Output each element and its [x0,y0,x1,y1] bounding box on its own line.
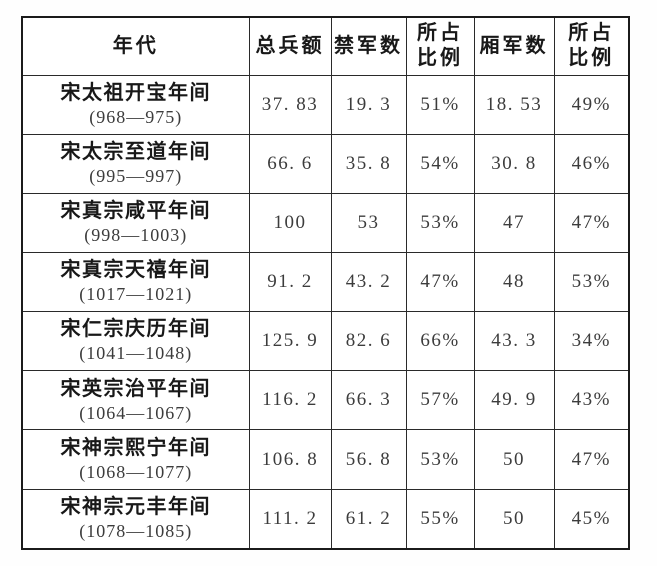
xiangjun-cell: 18. 53 [473,74,555,135]
col-header-xiang-pct: 所占 比例 [553,16,630,76]
era-cell: 宋真宗咸平年间 (998—1003) [21,192,250,253]
table-row: 宋真宗咸平年间 (998—1003) 100 53 53% 47 47% [21,192,630,253]
era-name: 宋真宗天禧年间 [60,259,211,282]
table-row: 宋真宗天禧年间 (1017—1021) 91. 2 43. 2 47% 48 53… [21,251,630,313]
xiang-pct-cell: 49% [553,74,630,135]
xiangjun-cell: 48 [473,251,555,313]
col-header-jinjun: 禁军数 [330,16,407,76]
xiang-pct-cell: 47% [553,429,630,490]
total-cell: 37. 83 [248,74,332,135]
era-name: 宋仁宗庆历年间 [60,318,211,341]
total-cell: 66. 6 [248,133,332,194]
era-years: (1041—1048) [79,343,193,364]
col-header-jin-pct-line2: 比例 [417,47,463,70]
army-strength-table: 年代 总兵额 禁军数 所占 比例 厢军数 所占 比例 宋太祖开宝年间 (968—975… [21,16,630,550]
xiang-pct-cell: 53% [553,251,630,313]
xiangjun-cell: 43. 3 [473,311,555,372]
table-row: 宋仁宗庆历年间 (1041—1048) 125. 9 82. 6 66% 43. … [21,311,630,372]
col-header-jinjun-label: 禁军数 [334,34,403,57]
era-cell: 宋仁宗庆历年间 (1041—1048) [21,311,250,372]
jinjun-cell: 43. 2 [330,251,407,313]
table-row: 宋太宗至道年间 (995—997) 66. 6 35. 8 54% 30. 8 4… [21,133,630,194]
jinjun-cell: 61. 2 [330,488,407,550]
col-header-total: 总兵额 [248,16,332,76]
jin-pct-cell: 53% [405,429,475,490]
era-years: (1017—1021) [79,284,193,305]
jin-pct-cell: 54% [405,133,475,194]
jin-pct-cell: 53% [405,192,475,253]
jin-pct-cell: 57% [405,370,475,431]
total-cell: 100 [248,192,332,253]
xiangjun-cell: 50 [473,429,555,490]
col-header-xiangjun-label: 厢军数 [479,34,549,57]
xiangjun-cell: 50 [473,488,555,550]
jin-pct-cell: 66% [405,311,475,372]
era-name: 宋太祖开宝年间 [60,81,211,104]
era-name: 宋神宗熙宁年间 [60,436,211,459]
xiangjun-cell: 30. 8 [473,133,555,194]
era-years: (968—975) [89,106,183,127]
jinjun-cell: 35. 8 [330,133,407,194]
era-name: 宋神宗元丰年间 [60,495,211,518]
era-cell: 宋太祖开宝年间 (968—975) [21,74,250,135]
jin-pct-cell: 47% [405,251,475,313]
col-header-era-label: 年代 [112,34,159,57]
xiangjun-cell: 49. 9 [473,370,555,431]
total-cell: 125. 9 [248,311,332,372]
jinjun-cell: 56. 8 [330,429,407,490]
jin-pct-cell: 55% [405,488,475,550]
era-cell: 宋太宗至道年间 (995—997) [21,133,250,194]
era-years: (1068—1077) [79,461,193,482]
col-header-jin-pct-line1: 所占 [417,22,463,45]
era-cell: 宋神宗元丰年间 (1078—1085) [21,488,250,550]
header-row: 年代 总兵额 禁军数 所占 比例 厢军数 所占 比例 [21,16,630,76]
xiangjun-cell: 47 [473,192,555,253]
jinjun-cell: 66. 3 [330,370,407,431]
total-cell: 106. 8 [248,429,332,490]
era-name: 宋太宗至道年间 [60,140,211,163]
col-header-jin-pct: 所占 比例 [405,16,475,76]
col-header-xiang-pct-line2: 比例 [568,47,615,70]
col-header-xiangjun: 厢军数 [473,16,555,76]
era-cell: 宋英宗治平年间 (1064—1067) [21,370,250,431]
xiang-pct-cell: 45% [553,488,630,550]
table-row: 宋太祖开宝年间 (968—975) 37. 83 19. 3 51% 18. 53… [21,74,630,135]
col-header-total-label: 总兵额 [255,34,325,57]
xiang-pct-cell: 43% [553,370,630,431]
era-years: (1078—1085) [79,520,193,541]
total-cell: 91. 2 [248,251,332,313]
jinjun-cell: 19. 3 [330,74,407,135]
xiang-pct-cell: 47% [553,192,630,253]
era-name: 宋英宗治平年间 [60,377,211,400]
era-years: (998—1003) [84,225,188,246]
era-name: 宋真宗咸平年间 [60,200,211,223]
table-row: 宋神宗元丰年间 (1078—1085) 111. 2 61. 2 55% 50 4… [21,488,630,550]
jinjun-cell: 53 [330,192,407,253]
table-row: 宋神宗熙宁年间 (1068—1077) 106. 8 56. 8 53% 50 4… [21,429,630,490]
col-header-xiang-pct-line1: 所占 [568,22,615,45]
era-years: (995—997) [89,165,183,186]
xiang-pct-cell: 46% [553,133,630,194]
xiang-pct-cell: 34% [553,311,630,372]
col-header-era: 年代 [21,16,250,76]
total-cell: 116. 2 [248,370,332,431]
total-cell: 111. 2 [248,488,332,550]
table-row: 宋英宗治平年间 (1064—1067) 116. 2 66. 3 57% 49. … [21,370,630,431]
era-years: (1064—1067) [79,402,193,423]
jin-pct-cell: 51% [405,74,475,135]
era-cell: 宋神宗熙宁年间 (1068—1077) [21,429,250,490]
jinjun-cell: 82. 6 [330,311,407,372]
era-cell: 宋真宗天禧年间 (1017—1021) [21,251,250,313]
